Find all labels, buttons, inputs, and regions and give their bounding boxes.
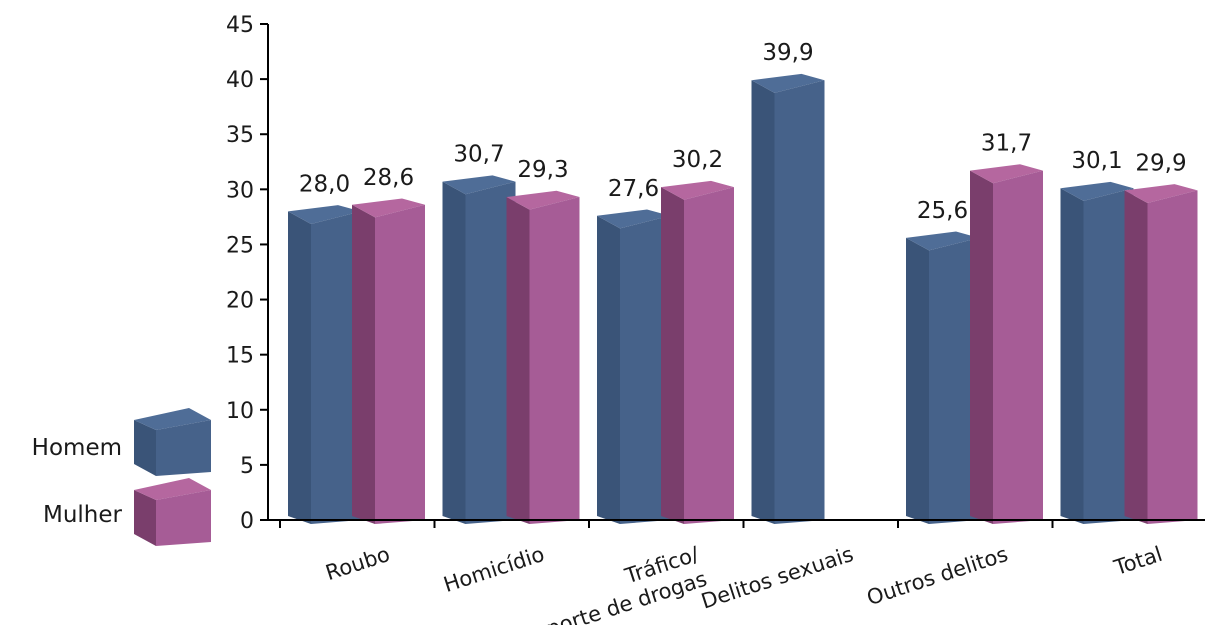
legend-swatch-top bbox=[134, 408, 211, 430]
legend-swatch-side bbox=[134, 490, 156, 546]
bar-side-face bbox=[597, 215, 620, 524]
legend-swatch-front bbox=[156, 490, 211, 546]
data-label: 28,0 bbox=[299, 171, 350, 197]
y-tick-label: 15 bbox=[226, 344, 254, 369]
bar-front-face bbox=[929, 237, 979, 524]
bar-side-face bbox=[442, 181, 466, 524]
y-tick-label: 35 bbox=[226, 123, 254, 148]
bar-side-face bbox=[1060, 188, 1084, 524]
bar-side-face bbox=[906, 237, 929, 524]
x-tick-label-line: Delitos sexuais bbox=[698, 542, 856, 614]
bar-mulher bbox=[506, 190, 580, 524]
x-tick-label: Delitos sexuais bbox=[698, 542, 856, 614]
bar-front-face bbox=[311, 211, 361, 524]
axis-layer: 0 5 10 15 20 25 30 35 40 45 bbox=[226, 13, 1205, 534]
bar-front-face bbox=[529, 197, 580, 524]
x-tick-label: Roubo bbox=[323, 542, 393, 585]
bar-front-face bbox=[1147, 190, 1198, 525]
bar-mulher bbox=[352, 198, 425, 524]
x-tick-label-line: Homicídio bbox=[441, 542, 548, 597]
x-tick-label: Total bbox=[1110, 542, 1165, 580]
x-tick-label: Outros delitos bbox=[864, 542, 1011, 610]
data-label: 30,2 bbox=[672, 147, 723, 173]
bar-front-face bbox=[684, 187, 734, 524]
bar-homem bbox=[1060, 181, 1134, 524]
bar-top-face bbox=[352, 198, 425, 218]
data-label: 29,3 bbox=[517, 157, 568, 183]
y-tick-label: 25 bbox=[226, 233, 254, 258]
bar-front-face bbox=[620, 215, 670, 524]
legend-swatch-side bbox=[134, 420, 156, 476]
bar-homem bbox=[751, 73, 825, 525]
data-label: 25,6 bbox=[917, 198, 968, 224]
bar-top-face bbox=[906, 231, 979, 251]
bar-homem bbox=[906, 231, 979, 524]
bar-front-face bbox=[774, 80, 825, 525]
y-tick-label: 20 bbox=[226, 289, 254, 314]
bar-side-face bbox=[288, 211, 311, 524]
bar-top-face bbox=[597, 209, 670, 229]
bar-side-face bbox=[506, 197, 530, 524]
y-tick-label: 40 bbox=[226, 68, 254, 93]
bar-mulher bbox=[1124, 184, 1198, 525]
bar-top-face bbox=[506, 190, 580, 210]
y-tick-label: 45 bbox=[226, 13, 254, 38]
bar-side-face bbox=[1124, 190, 1148, 525]
x-tick-label-line: Roubo bbox=[323, 542, 393, 585]
labels-layer: 28,0 28,6 30,7 29,3 27,6 30,2 39,9 25,6 31,7 30,1… bbox=[299, 40, 1187, 625]
bar-top-face bbox=[1124, 184, 1198, 204]
bar-top-face bbox=[288, 205, 361, 224]
bars-layer bbox=[288, 73, 1198, 525]
data-label: 30,1 bbox=[1071, 148, 1122, 174]
bar-mulher bbox=[970, 164, 1043, 524]
bar-side-face bbox=[751, 80, 775, 525]
data-label: 39,9 bbox=[762, 40, 813, 66]
bar-homem bbox=[288, 205, 361, 524]
legend: Homem Mulher bbox=[32, 408, 211, 546]
data-label: 28,6 bbox=[363, 165, 414, 191]
legend-item-mulher: Mulher bbox=[43, 478, 211, 546]
legend-label: Homem bbox=[32, 435, 122, 461]
bar-side-face bbox=[970, 170, 993, 524]
x-tick-label: Homicídio bbox=[441, 542, 548, 597]
bar-front-face bbox=[1083, 188, 1134, 524]
bar-homem bbox=[597, 209, 670, 524]
x-tick-label-line: Total bbox=[1110, 542, 1165, 580]
bar-top-face bbox=[970, 164, 1043, 184]
y-tick-label: 30 bbox=[226, 178, 254, 203]
bar-front-face bbox=[993, 170, 1043, 524]
bar-front-face bbox=[465, 181, 516, 524]
bar-side-face bbox=[352, 204, 375, 524]
bar-top-face bbox=[442, 175, 516, 195]
x-tick-label: Tráfico/porte de drogas bbox=[535, 542, 710, 625]
legend-swatch-top bbox=[134, 478, 211, 500]
data-label: 27,6 bbox=[608, 176, 659, 202]
bar-top-face bbox=[661, 180, 734, 200]
data-label: 29,9 bbox=[1135, 150, 1186, 176]
bar-side-face bbox=[661, 187, 684, 524]
bar-front-face bbox=[375, 204, 425, 524]
legend-swatch-front bbox=[156, 420, 211, 476]
bar-top-face bbox=[751, 73, 825, 93]
data-label: 30,7 bbox=[453, 142, 504, 168]
x-tick-label-line: Outros delitos bbox=[864, 542, 1011, 610]
legend-item-homem: Homem bbox=[32, 408, 211, 476]
bar-mulher bbox=[661, 180, 734, 524]
y-tick-label: 5 bbox=[240, 454, 254, 479]
y-tick-label: 0 bbox=[240, 509, 254, 534]
y-tick-label: 10 bbox=[226, 399, 254, 424]
legend-label: Mulher bbox=[43, 502, 123, 528]
data-label: 31,7 bbox=[981, 131, 1032, 157]
bar-top-face bbox=[1060, 181, 1134, 201]
bar-homem bbox=[442, 175, 516, 524]
